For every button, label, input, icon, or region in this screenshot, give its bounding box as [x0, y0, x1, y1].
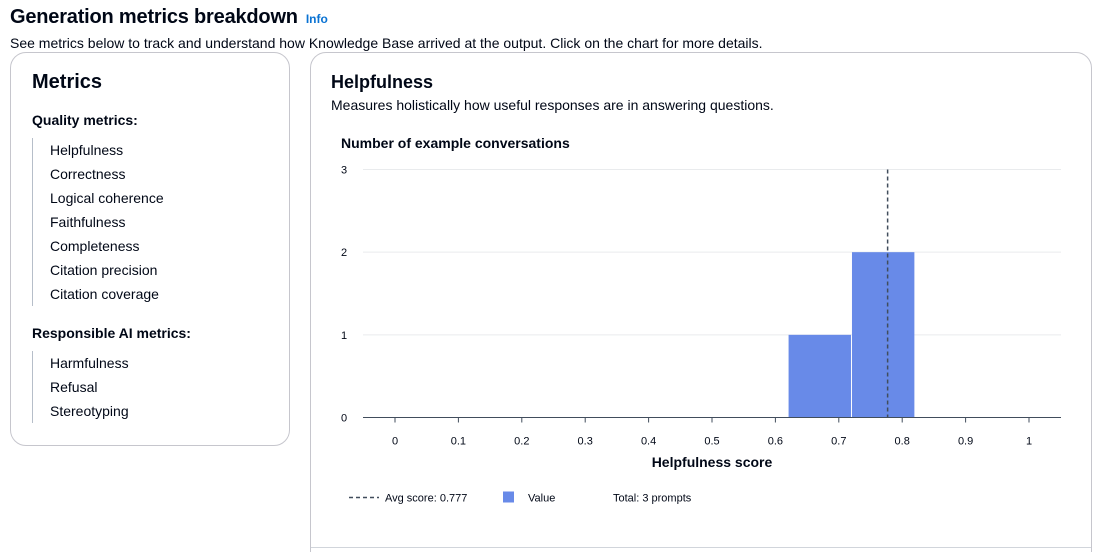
legend-value-label[interactable]: Value [528, 493, 555, 505]
metric-logical-coherence[interactable]: Logical coherence [50, 190, 164, 206]
metric-detail-title: Helpfulness [331, 72, 434, 92]
page-header: Generation metrics breakdown Info [10, 6, 328, 29]
y-tick-label: 2 [341, 247, 347, 259]
responsible-ai-metrics-list: Harmfulness Refusal Stereotyping [32, 351, 129, 423]
legend-total-label: Total: 3 prompts [613, 493, 692, 505]
metrics-panel: Metrics Quality metrics: Helpfulness Cor… [10, 52, 290, 446]
metric-harmfulness[interactable]: Harmfulness [50, 355, 129, 371]
y-tick-label: 3 [341, 165, 347, 177]
metrics-panel-title: Metrics [32, 71, 103, 93]
metric-helpfulness[interactable]: Helpfulness [50, 142, 124, 158]
x-tick-label: 0.8 [895, 436, 910, 448]
metric-stereotyping[interactable]: Stereotyping [50, 403, 129, 419]
x-tick-label: 0.9 [958, 436, 973, 448]
page-title: Generation metrics breakdown [10, 6, 298, 28]
metric-citation-coverage[interactable]: Citation coverage [50, 286, 159, 302]
metric-detail-panel: Helpfulness Measures holistically how us… [310, 52, 1092, 552]
metric-detail-description: Measures holistically how useful respons… [331, 97, 774, 113]
y-tick-label: 0 [341, 413, 347, 425]
x-tick-label: 0.6 [768, 436, 783, 448]
quality-metrics-heading: Quality metrics: [32, 112, 138, 128]
legend-avg-label: Avg score: 0.777 [385, 493, 467, 505]
chart-legend: Avg score: 0.777 Value Total: 3 prompts [349, 491, 692, 505]
page-description: See metrics below to track and understan… [10, 35, 763, 51]
x-tick-label: 0 [392, 436, 398, 448]
x-tick-label: 1 [1026, 436, 1032, 448]
helpfulness-histogram[interactable]: Number of example conversations 0 1 2 3 0 0.1… [311, 53, 1093, 547]
x-tick-label: 0.1 [451, 436, 466, 448]
x-axis-title: Helpfulness score [652, 454, 773, 470]
histogram-bar[interactable] [788, 334, 851, 418]
responsible-ai-metrics-heading: Responsible AI metrics: [32, 325, 191, 341]
x-tick-label: 0.5 [704, 436, 719, 448]
metric-citation-precision[interactable]: Citation precision [50, 262, 158, 278]
chart-title: Number of example conversations [341, 135, 570, 151]
x-tick-label: 0.3 [578, 436, 593, 448]
legend-value-swatch-icon [503, 491, 514, 503]
x-tick-label: 0.2 [514, 436, 529, 448]
y-tick-label: 1 [341, 330, 347, 342]
histogram-bar[interactable] [851, 252, 915, 418]
metric-refusal[interactable]: Refusal [50, 379, 98, 395]
panel-divider [311, 547, 1091, 548]
x-tick-label: 0.4 [641, 436, 656, 448]
metric-correctness[interactable]: Correctness [50, 166, 126, 182]
metric-completeness[interactable]: Completeness [50, 238, 140, 254]
info-link[interactable]: Info [305, 12, 328, 26]
x-tick-label: 0.7 [831, 436, 846, 448]
quality-metrics-list: Helpfulness Correctness Logical coherenc… [32, 138, 164, 306]
metric-faithfulness[interactable]: Faithfulness [50, 214, 126, 230]
